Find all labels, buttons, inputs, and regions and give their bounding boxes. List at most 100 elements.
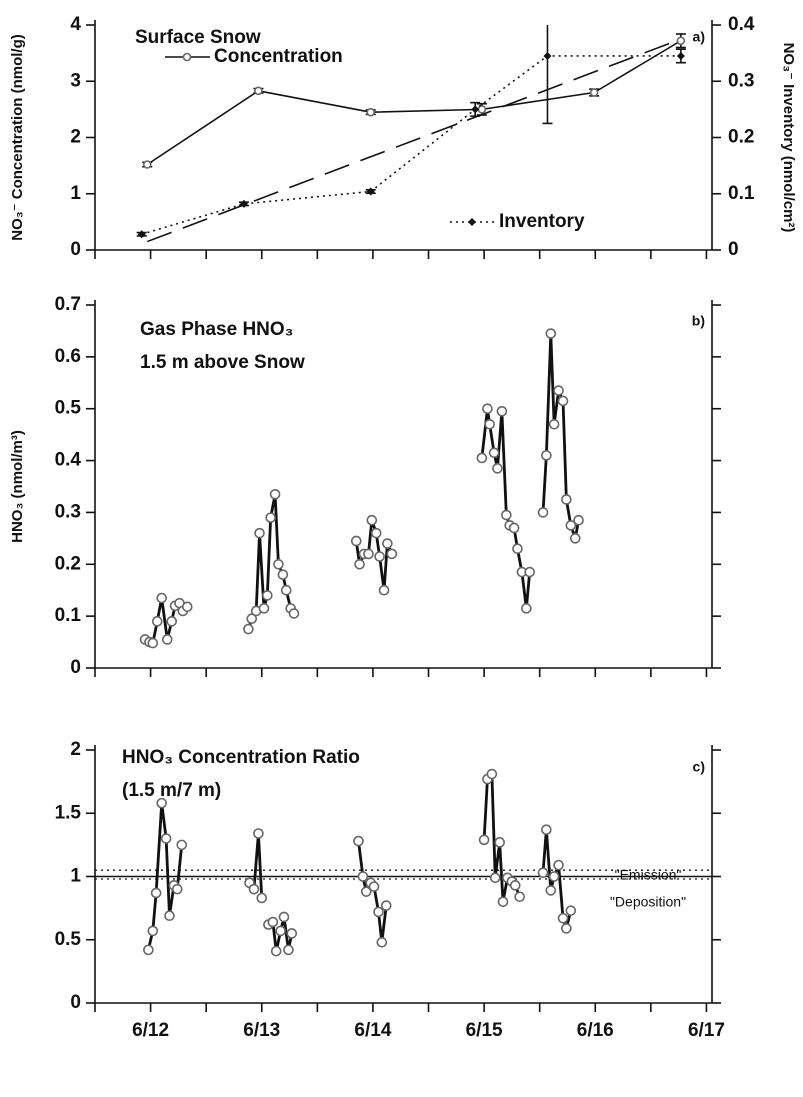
marker (561, 923, 572, 934)
marker (565, 905, 577, 916)
marker (471, 105, 480, 114)
marker (548, 871, 560, 882)
marker (258, 603, 270, 614)
marker (273, 558, 284, 570)
fit-line (146, 38, 682, 243)
marker (376, 936, 388, 948)
marker (366, 187, 375, 196)
x-tick-label: 6/15 (466, 1020, 503, 1041)
marker (254, 527, 265, 539)
marker (382, 538, 393, 549)
marker (350, 535, 362, 547)
marker (161, 634, 173, 645)
marker (509, 880, 521, 891)
marker (541, 824, 552, 835)
marker (482, 403, 493, 415)
panel: 0 0.5 1 1.5 2 6/12 6/13 6/14 6/15 6/16 6/17 HNO₃ Co… (55, 739, 725, 1041)
panel-label: a) (693, 29, 705, 45)
marker (676, 36, 686, 46)
y-tick-label: 0.5 (55, 929, 82, 950)
y-tick-label: 4 (70, 14, 81, 35)
marker (557, 912, 569, 924)
marker (366, 107, 376, 117)
marker (156, 797, 168, 809)
marker (545, 885, 557, 896)
y2-tick-label: 0.2 (728, 127, 754, 148)
marker (354, 558, 365, 570)
y-tick-label: 0.2 (55, 553, 81, 574)
y2-tick-label: 0.4 (728, 14, 755, 35)
marker (374, 551, 385, 562)
marker (366, 514, 378, 526)
marker (270, 945, 282, 957)
marker (494, 837, 505, 848)
marker (156, 592, 168, 604)
marker (243, 623, 254, 635)
marker (277, 569, 289, 580)
marker (368, 881, 380, 892)
marker (565, 520, 577, 531)
marker (269, 488, 281, 500)
legend-label: Inventory (499, 211, 585, 232)
legend-entry: Concentration (165, 46, 343, 67)
marker (147, 925, 159, 937)
marker (160, 833, 172, 844)
marker (508, 522, 520, 534)
panel: 0 1 2 3 4 0 0.1 0.2 0.3 0.4 NO₃⁻ Concentration (nm… (9, 14, 797, 260)
marker (288, 608, 300, 619)
marker (280, 584, 292, 596)
marker (477, 105, 487, 114)
marker (147, 637, 159, 649)
marker (275, 925, 286, 937)
marker (363, 548, 374, 560)
marker (488, 447, 500, 459)
annotation: "Emission" (615, 867, 682, 883)
panel: 0 0.1 0.2 0.3 0.4 0.5 0.6 0.7 HNO₃ (nmol/m³) Gas … (9, 294, 721, 678)
marker (569, 533, 581, 544)
marker (478, 834, 490, 846)
marker (378, 584, 390, 596)
marker (256, 892, 268, 904)
y-tick-label: 0 (70, 657, 81, 678)
marker (166, 616, 178, 627)
y-tick-label: 0.1 (55, 605, 82, 626)
marker (151, 616, 163, 627)
y-tick-label: 3 (70, 70, 81, 91)
series-line (144, 332, 580, 645)
marker (176, 839, 188, 851)
x-tick-label: 6/16 (577, 1020, 614, 1041)
marker (476, 452, 488, 464)
marker (370, 527, 382, 539)
marker (501, 509, 512, 521)
marker (676, 51, 685, 60)
y-axis-label: HNO₃ (nmol/m³) (9, 430, 26, 543)
marker (484, 418, 495, 430)
marker (286, 928, 298, 939)
y-tick-label: 0.5 (55, 398, 82, 419)
marker (489, 872, 501, 884)
marker (524, 566, 535, 578)
y2-tick-label: 0.3 (728, 70, 754, 91)
marker (353, 835, 364, 847)
panel-title: Gas Phase HNO₃ (140, 319, 293, 340)
marker (181, 601, 193, 613)
marker (548, 418, 560, 430)
y2-axis-label: NO₃⁻ Inventory (nmol/cm²) (780, 43, 797, 233)
series-line (141, 55, 681, 236)
panel-title: Surface Snow (135, 27, 261, 48)
marker (267, 916, 279, 928)
marker (521, 603, 532, 614)
marker (541, 450, 552, 461)
panel-label: c) (693, 759, 705, 775)
marker (357, 871, 369, 882)
marker (492, 463, 503, 474)
marker (553, 859, 564, 871)
y-tick-label: 0.6 (55, 346, 81, 367)
y-tick-label: 1 (70, 183, 81, 204)
y-tick-label: 2 (70, 127, 81, 148)
marker (254, 86, 263, 96)
marker (537, 867, 549, 879)
y-tick-label: 0.4 (55, 450, 82, 471)
y2-tick-label: 0 (728, 239, 739, 260)
